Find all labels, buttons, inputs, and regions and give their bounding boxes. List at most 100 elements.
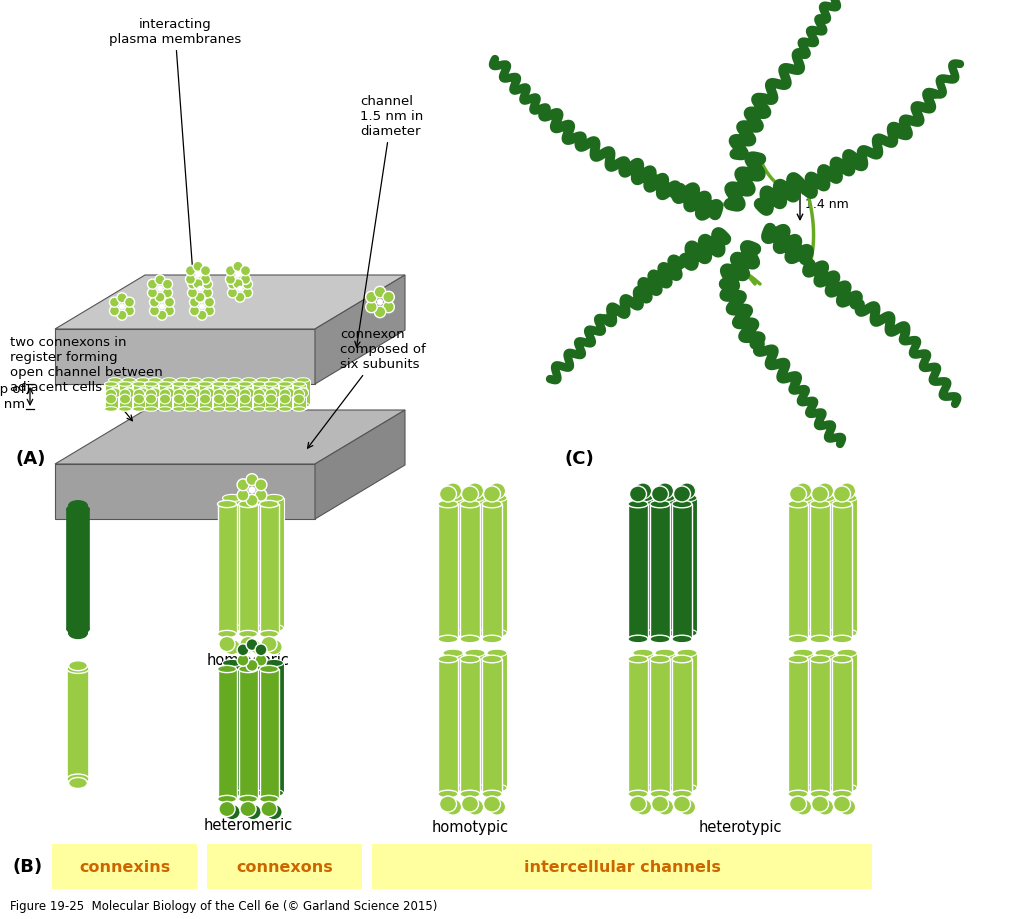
Bar [815, 498, 835, 633]
Ellipse shape [444, 800, 462, 815]
Ellipse shape [443, 494, 463, 503]
Bar [259, 669, 279, 800]
Circle shape [238, 654, 249, 666]
Ellipse shape [213, 382, 225, 387]
Circle shape [377, 300, 383, 305]
Ellipse shape [462, 796, 478, 812]
Text: gap of
2–4 nm: gap of 2–4 nm [0, 383, 25, 411]
Ellipse shape [120, 390, 130, 400]
Bar [213, 384, 225, 410]
Ellipse shape [679, 483, 695, 499]
Ellipse shape [184, 407, 198, 412]
Bar [253, 384, 265, 410]
Ellipse shape [279, 382, 292, 387]
Ellipse shape [189, 388, 201, 397]
Ellipse shape [788, 501, 808, 508]
Bar [672, 659, 692, 794]
Ellipse shape [67, 774, 89, 784]
Ellipse shape [677, 494, 697, 503]
Circle shape [147, 279, 158, 289]
Ellipse shape [176, 379, 189, 383]
Ellipse shape [222, 625, 242, 632]
Circle shape [233, 262, 243, 272]
Ellipse shape [104, 382, 118, 387]
Ellipse shape [795, 483, 811, 499]
Circle shape [233, 279, 243, 289]
Bar [633, 653, 653, 789]
Bar [487, 498, 507, 633]
Circle shape [117, 311, 127, 321]
Circle shape [200, 304, 205, 310]
Bar [443, 498, 463, 633]
Bar [268, 380, 282, 405]
Ellipse shape [216, 379, 229, 383]
Ellipse shape [628, 655, 648, 664]
Ellipse shape [264, 407, 278, 412]
Circle shape [383, 301, 394, 313]
Ellipse shape [793, 650, 813, 657]
Circle shape [241, 275, 251, 285]
Ellipse shape [217, 796, 237, 802]
Bar [259, 505, 279, 634]
Ellipse shape [225, 390, 237, 400]
Ellipse shape [239, 407, 252, 412]
Ellipse shape [228, 379, 242, 383]
Ellipse shape [294, 390, 304, 400]
Ellipse shape [810, 636, 830, 643]
Ellipse shape [790, 796, 807, 812]
Ellipse shape [839, 483, 855, 499]
Ellipse shape [628, 501, 648, 508]
Ellipse shape [655, 784, 675, 792]
Ellipse shape [224, 382, 238, 387]
Ellipse shape [203, 403, 215, 408]
Bar [228, 380, 242, 405]
Bar [837, 498, 857, 633]
Bar [788, 505, 808, 640]
Ellipse shape [672, 501, 692, 508]
Circle shape [238, 287, 243, 291]
Circle shape [249, 652, 255, 659]
Circle shape [185, 275, 196, 285]
Ellipse shape [213, 394, 224, 404]
Ellipse shape [294, 394, 304, 404]
Bar [677, 653, 697, 789]
Ellipse shape [650, 501, 670, 508]
Bar [216, 380, 229, 405]
Text: 1.4 nm: 1.4 nm [805, 199, 849, 211]
Ellipse shape [264, 660, 284, 667]
Ellipse shape [269, 388, 281, 397]
Ellipse shape [224, 640, 240, 655]
Ellipse shape [831, 790, 852, 798]
Ellipse shape [837, 494, 857, 503]
Bar [199, 384, 212, 410]
Circle shape [193, 262, 203, 272]
Circle shape [246, 474, 258, 486]
Ellipse shape [633, 784, 653, 792]
Ellipse shape [298, 388, 308, 397]
Ellipse shape [133, 390, 144, 400]
Ellipse shape [656, 483, 674, 499]
Circle shape [234, 276, 245, 286]
Ellipse shape [217, 388, 228, 397]
Bar [650, 659, 670, 794]
Bar [224, 384, 238, 410]
Ellipse shape [488, 800, 506, 815]
Bar [132, 384, 145, 410]
Ellipse shape [443, 630, 463, 637]
Circle shape [203, 279, 213, 289]
Ellipse shape [239, 382, 252, 387]
Ellipse shape [224, 407, 238, 412]
Ellipse shape [837, 630, 857, 637]
Ellipse shape [460, 501, 480, 508]
Text: connexon
composed of
six subunits: connexon composed of six subunits [307, 328, 426, 448]
Bar [655, 653, 675, 789]
Text: homotypic: homotypic [431, 819, 509, 834]
Ellipse shape [222, 494, 242, 502]
Ellipse shape [487, 784, 507, 792]
Ellipse shape [145, 390, 157, 400]
Bar [256, 380, 269, 405]
Ellipse shape [243, 403, 256, 408]
Bar [52, 844, 197, 889]
Ellipse shape [132, 382, 145, 387]
Ellipse shape [482, 501, 502, 508]
